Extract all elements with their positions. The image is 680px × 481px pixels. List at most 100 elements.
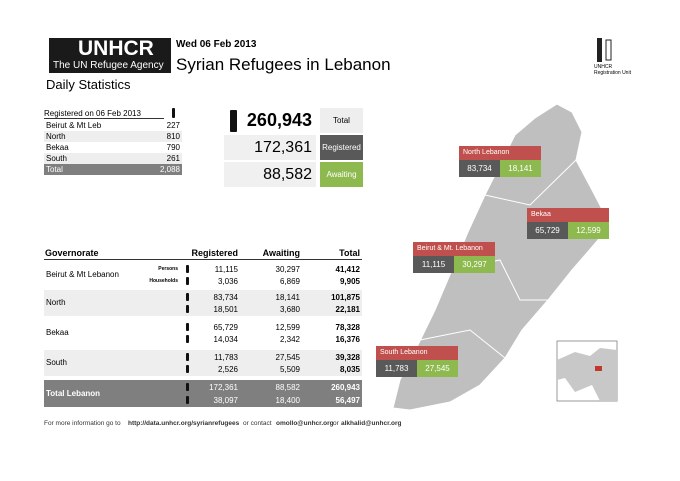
table-row [44,380,362,407]
cell: 8,035 [339,365,360,374]
summary-value: 260,943 [224,108,316,133]
person-icon [186,395,189,404]
daily-total-row [44,164,182,175]
summary-label: Registered [320,135,363,160]
cell: 11,115 [214,265,238,274]
cell: 172,361 [209,383,238,392]
daily-row [44,131,182,142]
cell: 11,783 [214,353,238,362]
title: Syrian Refugees in Lebanon [176,55,391,74]
person-icon [186,353,189,361]
region-name: Bekaa [527,208,609,222]
daily-value: 261 [166,154,180,163]
footer-email2: alkhalid@unhcr.org [341,420,402,427]
daily-value: 790 [166,143,180,152]
daily-value: 227 [166,121,180,130]
daily-name: North [46,132,66,141]
cell: 260,943 [331,383,360,392]
region-name: North Lebanon [459,146,541,160]
region-awaiting: 30,297 [454,256,495,273]
unit-icon [597,38,602,62]
region-registered: 65,729 [527,222,568,239]
cell: 14,034 [213,335,238,344]
daily-total-value: 2,088 [159,165,180,174]
daily-row [44,153,182,164]
header-rule [44,259,362,260]
daily-name: South [46,154,67,163]
footer-or: or [333,420,339,427]
cell: 2,526 [217,365,238,374]
cell: 2,342 [279,335,300,344]
cell: 18,501 [213,305,238,314]
region-awaiting: 12,599 [568,222,609,239]
table-header: Awaiting [262,248,300,258]
cell: 101,875 [331,293,360,302]
date: Wed 06 Feb 2013 [176,39,257,50]
governorate: Bekaa [46,328,69,337]
person-icon [186,335,189,343]
cell: 3,036 [217,277,238,286]
person-icon [186,305,189,313]
governorate: South [46,358,67,367]
summary-value: 88,582 [224,162,316,187]
region-registered: 11,115 [413,256,454,273]
row-label: Persons [158,266,178,272]
person-icon [172,108,175,118]
row-label: Households [149,278,178,284]
region-registered: 11,783 [376,360,417,377]
daily-heading: Registered on 06 Feb 2013 [44,108,164,119]
cell: 16,376 [335,335,360,344]
region-awaiting: 27,545 [417,360,458,377]
inset-land [557,348,617,401]
person-icon [230,110,237,132]
daily-value: 810 [166,132,180,141]
unit: UNHCR [594,64,613,70]
region-border [419,329,506,359]
footer-url: http://data.unhcr.org/syrianrefugees [128,420,240,427]
footer-contact: or contact [243,420,272,427]
cell: 18,141 [275,293,300,302]
governorate: Total Lebanon [46,389,101,398]
region-awaiting: 18,141 [500,160,541,177]
daily-name: Beirut & Mt Leb [46,121,102,130]
cell: 5,509 [279,365,300,374]
cell: 78,328 [335,323,360,332]
person-icon [186,265,189,273]
cell: 27,545 [275,353,300,362]
daily-total-label: Total [46,165,63,174]
logo-tagline: The UN Refugee Agency [53,60,164,71]
unit-icon [605,39,612,61]
summary-label: Total [320,108,363,133]
cell: 12,599 [275,323,300,332]
cell: 3,680 [279,305,300,314]
daily-name: Bekaa [46,143,69,152]
cell: 22,181 [335,305,360,314]
person-icon [186,277,189,285]
cell: 6,869 [279,277,300,286]
cell: 65,729 [213,323,238,332]
logo-box [49,38,171,73]
cell: 38,097 [213,395,238,405]
summary-label: Awaiting [320,162,363,187]
table-row [44,290,362,316]
cell: 30,297 [275,265,300,274]
cell: 18,400 [275,395,300,405]
governorate: North [46,298,66,307]
cell: 56,497 [335,395,360,405]
footer-email1: omollo@unhcr.org [276,420,334,427]
cell: 41,412 [335,265,360,274]
subtitle: Daily Statistics [46,77,131,92]
logo: UNHCR [78,37,154,60]
cell: 88,582 [275,383,300,392]
inset-marker [595,366,602,371]
table-header: Registered [191,248,238,258]
unit-sub: Registration Unit [594,70,631,76]
governorate: Beirut & Mt Lebanon [46,270,119,279]
person-icon [186,323,189,331]
cell: 9,905 [339,277,360,286]
region-name: South Lebanon [376,346,458,360]
table-row [44,350,362,376]
table-header: Total [339,248,360,258]
